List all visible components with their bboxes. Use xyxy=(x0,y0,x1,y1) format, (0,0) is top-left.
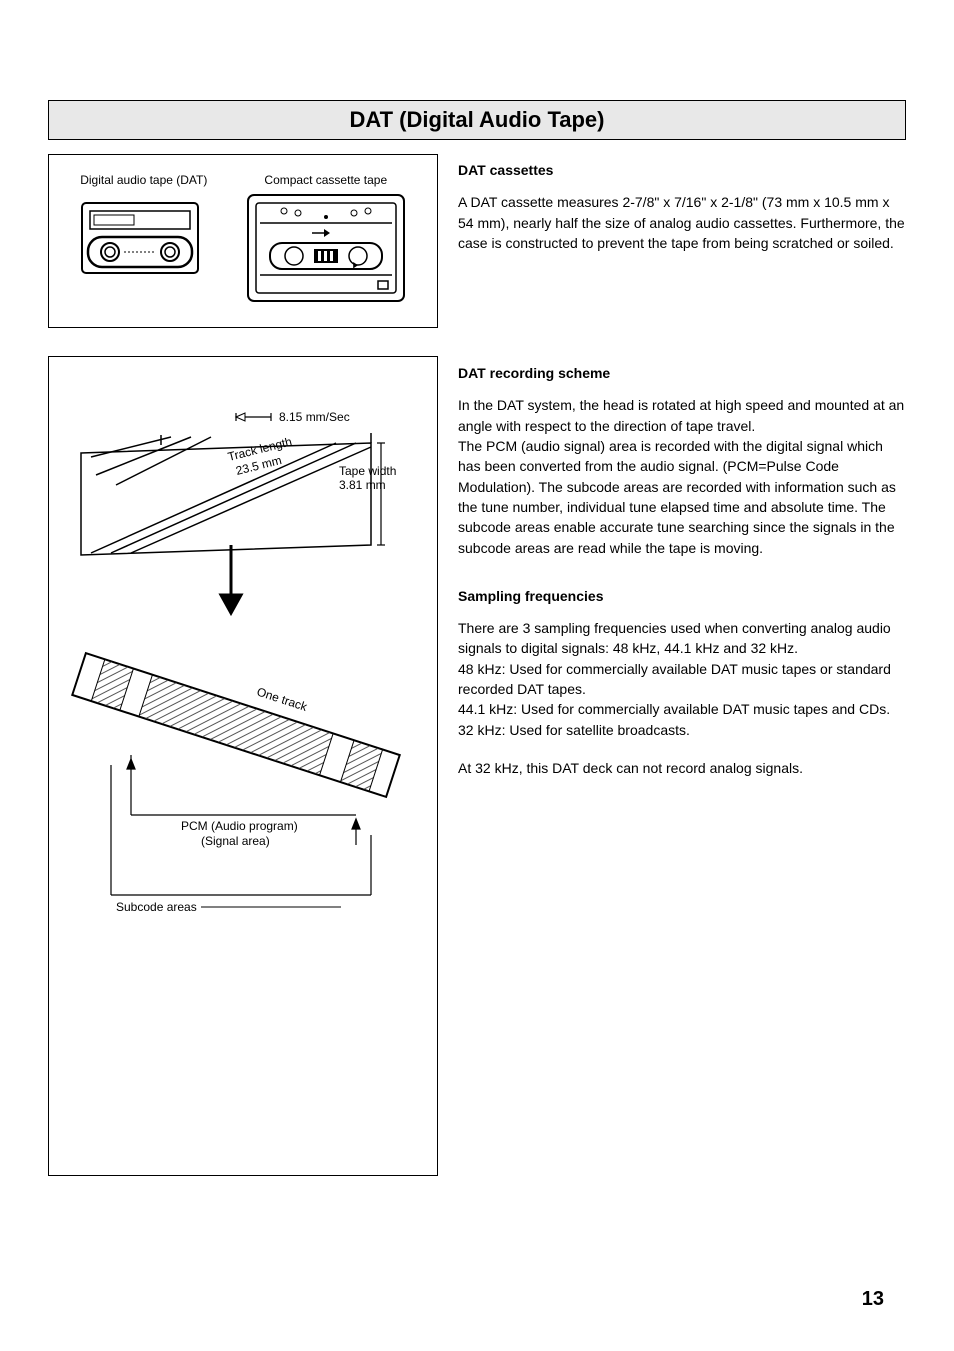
section-recording: DAT recording scheme In the DAT system, … xyxy=(458,363,906,558)
heading-dat-cassettes: DAT cassettes xyxy=(458,160,906,180)
right-column: DAT cassettes A DAT cassette measures 2-… xyxy=(458,154,906,1204)
subcode-label: Subcode areas xyxy=(116,900,197,914)
compact-cassette-icon xyxy=(246,193,406,303)
dat-cassette-icon xyxy=(80,193,200,283)
compact-cassette-label: Compact cassette tape xyxy=(246,173,406,187)
recording-p2: The PCM (audio signal) area is recorded … xyxy=(458,436,906,558)
sampling-p2: 48 kHz: Used for commercially available … xyxy=(458,659,906,700)
page: DAT (Digital Audio Tape) Digital audio t… xyxy=(0,0,954,1351)
sampling-p1: There are 3 sampling frequencies used wh… xyxy=(458,618,906,659)
recording-diagram-panel: 8.15 mm/Sec xyxy=(48,356,438,1176)
dat-cassette-block: Digital audio tape (DAT) xyxy=(80,173,207,283)
heading-sampling: Sampling frequencies xyxy=(458,586,906,606)
sampling-p4: 32 kHz: Used for satellite broadcasts. xyxy=(458,720,906,740)
speed-label: 8.15 mm/Sec xyxy=(279,410,350,424)
tape-width-l1: Tape width xyxy=(339,464,396,478)
page-title: DAT (Digital Audio Tape) xyxy=(48,100,906,140)
sampling-p5: At 32 kHz, this DAT deck can not record … xyxy=(458,758,906,778)
tape-width-l2: 3.81 mm xyxy=(339,478,386,492)
left-column: Digital audio tape (DAT) xyxy=(48,154,438,1204)
section-dat-cassettes: DAT cassettes A DAT cassette measures 2-… xyxy=(458,160,906,253)
recording-p1: In the DAT system, the head is rotated a… xyxy=(458,395,906,436)
page-number: 13 xyxy=(862,1288,884,1311)
compact-cassette-block: Compact cassette tape xyxy=(246,173,406,303)
content-columns: Digital audio tape (DAT) xyxy=(48,154,906,1204)
pcm-label-2: (Signal area) xyxy=(201,834,270,848)
pcm-label-1: PCM (Audio program) xyxy=(181,819,298,833)
heading-recording: DAT recording scheme xyxy=(458,363,906,383)
body-dat-cassettes: A DAT cassette measures 2-7/8" x 7/16" x… xyxy=(458,192,906,253)
section-sampling: Sampling frequencies There are 3 samplin… xyxy=(458,586,906,778)
cassette-panel: Digital audio tape (DAT) xyxy=(48,154,438,328)
sampling-p3: 44.1 kHz: Used for commercially availabl… xyxy=(458,699,906,719)
dat-cassette-label: Digital audio tape (DAT) xyxy=(80,173,207,187)
recording-diagram: 8.15 mm/Sec xyxy=(61,375,421,935)
